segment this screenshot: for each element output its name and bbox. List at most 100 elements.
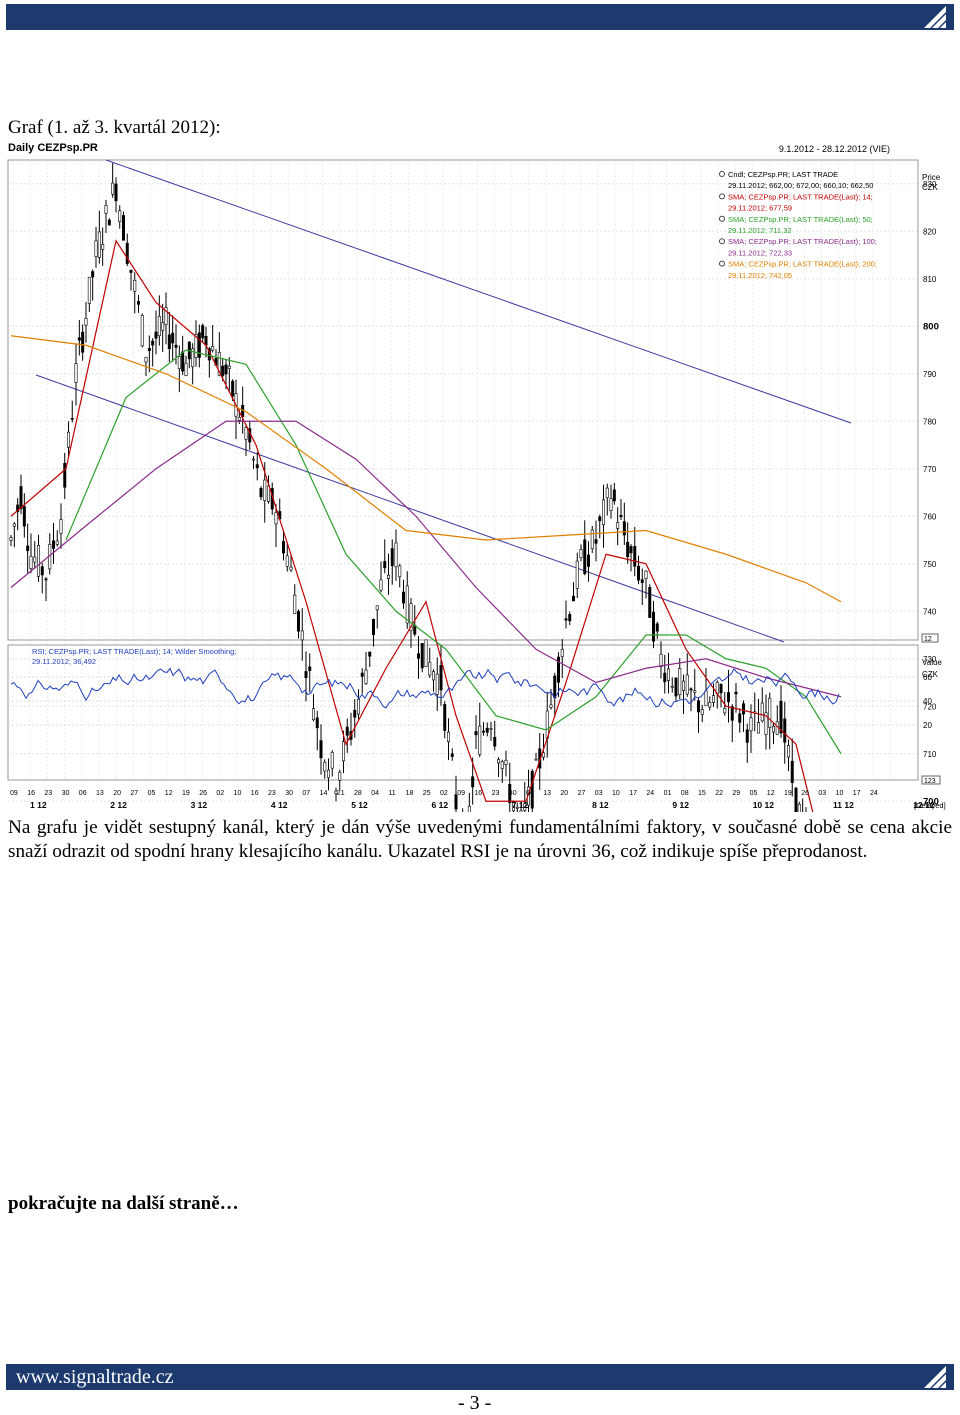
legend-entry: 29.11.2012; 711,32 xyxy=(728,226,792,235)
day-label: 13 xyxy=(543,790,551,797)
candle-body xyxy=(122,215,126,241)
candle-body xyxy=(560,649,564,657)
candle-body xyxy=(424,639,428,667)
footer-url[interactable]: www.signaltrade.cz xyxy=(16,1366,174,1388)
candle-body xyxy=(104,205,108,214)
sma-line-1 xyxy=(65,349,842,755)
price-tick-label: 760 xyxy=(923,512,937,521)
rsi-panel-frame xyxy=(7,644,919,781)
candle-body xyxy=(478,725,482,755)
candle-body xyxy=(315,717,319,729)
rsi-tick-label: 60 xyxy=(923,673,932,682)
candle-body xyxy=(91,271,95,278)
candle-body xyxy=(435,673,439,695)
candle-body xyxy=(133,280,137,292)
candle-body xyxy=(29,556,33,569)
candle-body xyxy=(622,521,626,536)
candle-body xyxy=(87,276,91,304)
candle-body xyxy=(137,301,141,305)
day-label: 17 xyxy=(629,790,637,797)
candle-body xyxy=(738,713,742,723)
candle-body xyxy=(693,690,697,693)
candle-body xyxy=(375,605,379,611)
candle-body xyxy=(612,489,616,502)
month-label: 3 12 xyxy=(191,800,208,810)
candle-body xyxy=(224,364,228,375)
candle-body xyxy=(443,704,447,731)
candle-body xyxy=(666,668,670,681)
sma-line-0 xyxy=(10,239,845,906)
candle-body xyxy=(244,427,248,440)
candle-body xyxy=(771,726,775,733)
candle-body xyxy=(70,418,74,420)
rsi-line xyxy=(10,667,840,709)
rsi-tick-label: 40 xyxy=(923,697,932,706)
price-tick-label: 770 xyxy=(923,465,937,474)
candle-body xyxy=(97,231,101,258)
candle-body xyxy=(16,504,20,513)
month-label: 6 12 xyxy=(432,800,449,810)
candle-body xyxy=(670,685,674,688)
day-label: 08 xyxy=(681,790,689,797)
candle-body xyxy=(383,561,387,569)
stock-chart: 830 820 810 800 790 780 770 760 750 740 730 720 710 7… xyxy=(6,140,950,1091)
month-label: 9 12 xyxy=(672,800,689,810)
candle-body xyxy=(401,591,405,604)
day-label: 20 xyxy=(113,790,121,797)
sma-line-3 xyxy=(10,335,842,603)
candle-body xyxy=(77,337,81,341)
rsi-tick-label: 20 xyxy=(923,721,932,730)
page-number: - 3 - xyxy=(458,1392,492,1414)
day-label: 02 xyxy=(440,790,448,797)
candle-body xyxy=(74,363,78,383)
candle-body xyxy=(107,219,111,226)
price-tick-label: 730 xyxy=(923,655,937,664)
candle-body xyxy=(586,554,590,567)
price-tick-label: 830 xyxy=(923,180,937,189)
day-label: 05 xyxy=(750,790,758,797)
candle-body xyxy=(33,556,37,563)
day-label: 18 xyxy=(406,790,414,797)
candle-body xyxy=(633,546,637,567)
price-tick-label: 710 xyxy=(923,750,937,759)
day-label: 06 xyxy=(526,790,534,797)
candle-body xyxy=(626,541,630,558)
candle-body xyxy=(409,603,413,631)
day-label: 15 xyxy=(698,790,706,797)
candle-body xyxy=(201,325,205,339)
candle-body xyxy=(338,771,342,781)
candle-body xyxy=(323,761,327,772)
rsi-legend-entry: 29.11.2012; 36,492 xyxy=(32,657,96,666)
candle-body xyxy=(553,675,557,699)
candle-body xyxy=(496,759,500,764)
candle-body xyxy=(154,331,158,339)
day-label: 23 xyxy=(44,790,52,797)
price-tick-label: 740 xyxy=(923,607,937,616)
day-label: 02 xyxy=(216,790,224,797)
candle-body xyxy=(779,700,783,734)
day-label: 28 xyxy=(354,790,362,797)
candle-body xyxy=(515,806,519,809)
chart-title: Daily CEZPsp.PR xyxy=(8,142,98,154)
candle-body xyxy=(594,539,598,544)
candle-body xyxy=(353,709,357,718)
candle-body xyxy=(730,706,734,721)
candle-body xyxy=(368,651,372,657)
candle-body xyxy=(428,661,432,676)
legend-marker-icon xyxy=(719,260,725,267)
day-label: 25 xyxy=(423,790,431,797)
candle-body xyxy=(174,344,178,348)
candle-body xyxy=(523,803,527,811)
candle-body xyxy=(217,352,221,376)
candle-body xyxy=(63,463,67,488)
candle-body xyxy=(745,729,749,743)
candle-body xyxy=(177,356,181,369)
candle-body xyxy=(783,718,787,743)
day-label: 27 xyxy=(130,790,138,797)
candle-body xyxy=(227,365,231,369)
month-label: 5 12 xyxy=(351,800,368,810)
candle-body xyxy=(147,348,151,352)
legend-entry: Cndl; CEZPsp.PR; LAST TRADE xyxy=(728,170,838,179)
candle-body xyxy=(237,417,241,421)
candle-body xyxy=(530,770,534,809)
